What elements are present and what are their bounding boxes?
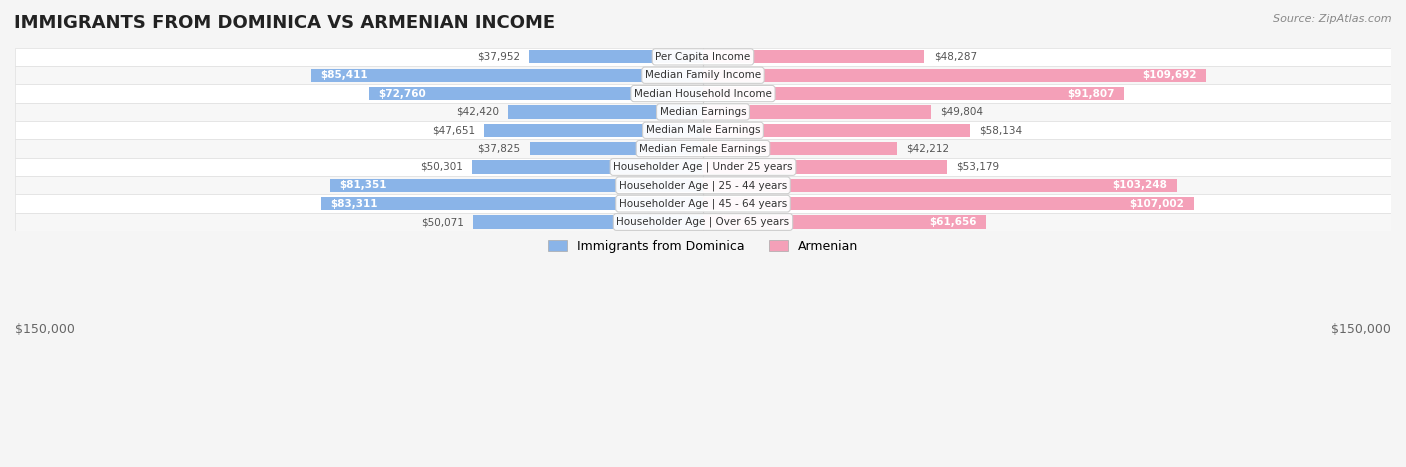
Text: $49,804: $49,804 xyxy=(941,107,984,117)
Text: $50,071: $50,071 xyxy=(422,217,464,227)
Text: $37,952: $37,952 xyxy=(477,52,520,62)
Bar xyxy=(15,66,1391,85)
Bar xyxy=(474,215,703,229)
Bar xyxy=(509,105,703,119)
Text: $48,287: $48,287 xyxy=(934,52,977,62)
Bar xyxy=(15,213,1391,231)
Text: $47,651: $47,651 xyxy=(432,125,475,135)
Bar xyxy=(370,87,703,100)
Bar xyxy=(703,124,970,137)
Bar xyxy=(15,48,1391,66)
Text: $61,656: $61,656 xyxy=(929,217,977,227)
Bar xyxy=(15,121,1391,140)
Text: Median Female Earnings: Median Female Earnings xyxy=(640,144,766,154)
Bar xyxy=(15,103,1391,121)
Bar xyxy=(485,124,703,137)
Text: Median Family Income: Median Family Income xyxy=(645,70,761,80)
Bar xyxy=(15,85,1391,103)
Text: $72,760: $72,760 xyxy=(378,89,426,99)
Text: $85,411: $85,411 xyxy=(321,70,368,80)
Text: $150,000: $150,000 xyxy=(15,323,75,336)
Bar xyxy=(529,50,703,64)
Text: $58,134: $58,134 xyxy=(979,125,1022,135)
Bar xyxy=(15,194,1391,213)
Bar xyxy=(311,69,703,82)
Text: $107,002: $107,002 xyxy=(1130,198,1185,209)
Text: $42,212: $42,212 xyxy=(905,144,949,154)
Bar xyxy=(321,197,703,210)
Text: $37,825: $37,825 xyxy=(477,144,520,154)
Text: $50,301: $50,301 xyxy=(420,162,463,172)
Bar xyxy=(703,179,1177,192)
Text: Per Capita Income: Per Capita Income xyxy=(655,52,751,62)
Text: Householder Age | Over 65 years: Householder Age | Over 65 years xyxy=(616,217,790,227)
Text: Median Household Income: Median Household Income xyxy=(634,89,772,99)
Text: $109,692: $109,692 xyxy=(1143,70,1197,80)
Bar xyxy=(703,142,897,155)
Text: $42,420: $42,420 xyxy=(457,107,499,117)
Bar xyxy=(472,160,703,174)
Text: $83,311: $83,311 xyxy=(330,198,378,209)
Text: $81,351: $81,351 xyxy=(339,180,387,191)
Bar xyxy=(15,158,1391,176)
Text: Median Male Earnings: Median Male Earnings xyxy=(645,125,761,135)
Bar xyxy=(703,87,1123,100)
Text: Householder Age | 45 - 64 years: Householder Age | 45 - 64 years xyxy=(619,198,787,209)
Bar xyxy=(703,215,986,229)
Text: $150,000: $150,000 xyxy=(1331,323,1391,336)
Text: Householder Age | Under 25 years: Householder Age | Under 25 years xyxy=(613,162,793,172)
Bar xyxy=(703,105,931,119)
Text: IMMIGRANTS FROM DOMINICA VS ARMENIAN INCOME: IMMIGRANTS FROM DOMINICA VS ARMENIAN INC… xyxy=(14,14,555,32)
Bar xyxy=(703,160,946,174)
Text: Householder Age | 25 - 44 years: Householder Age | 25 - 44 years xyxy=(619,180,787,191)
Legend: Immigrants from Dominica, Armenian: Immigrants from Dominica, Armenian xyxy=(543,235,863,258)
Text: Median Earnings: Median Earnings xyxy=(659,107,747,117)
Text: $103,248: $103,248 xyxy=(1112,180,1167,191)
Bar xyxy=(703,69,1206,82)
Text: $91,807: $91,807 xyxy=(1067,89,1115,99)
Text: $53,179: $53,179 xyxy=(956,162,1000,172)
Text: Source: ZipAtlas.com: Source: ZipAtlas.com xyxy=(1274,14,1392,24)
Bar xyxy=(703,50,925,64)
Bar xyxy=(15,176,1391,194)
Bar xyxy=(15,140,1391,158)
Bar xyxy=(330,179,703,192)
Bar xyxy=(703,197,1194,210)
Bar xyxy=(530,142,703,155)
